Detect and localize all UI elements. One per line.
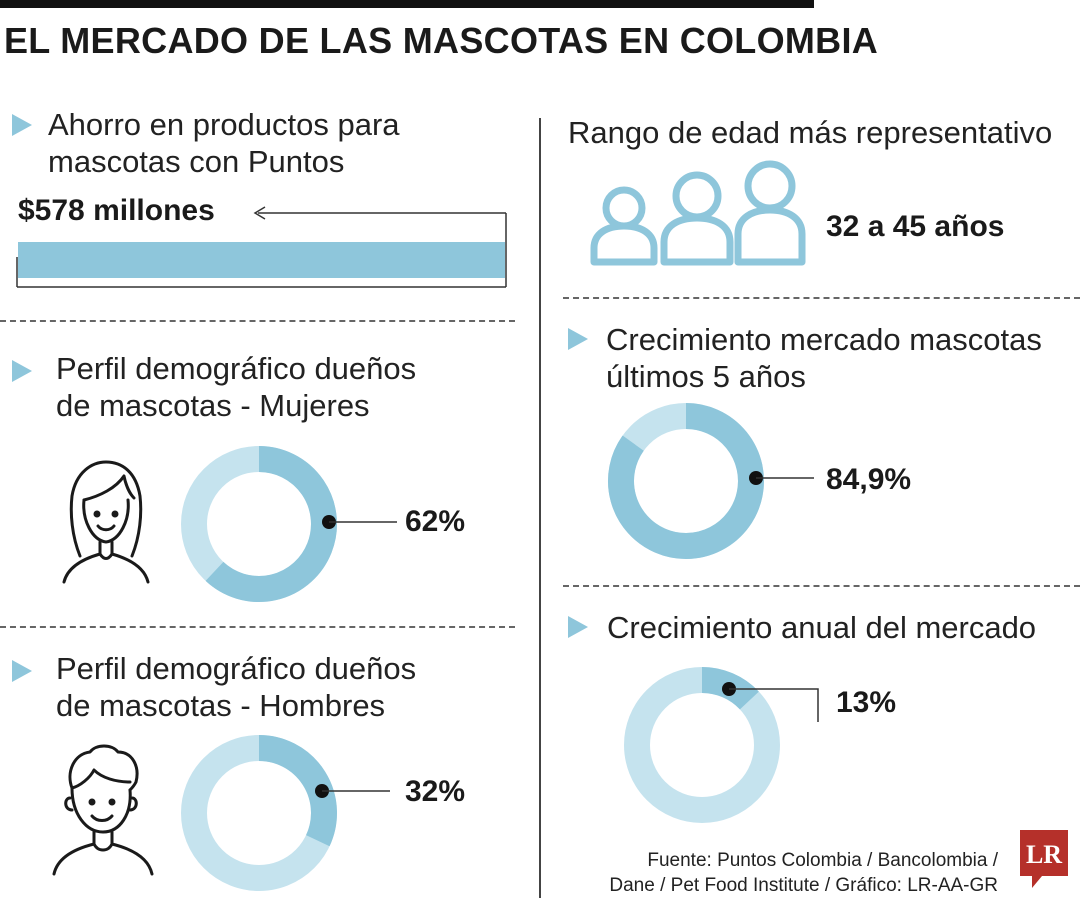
mujeres-value-label: 62% [405,505,466,538]
ahorro-bar-frame [16,213,507,288]
mujeres-heading: Perfil demográfico dueños de mascotas - … [56,351,417,423]
triangle-bullet-icon [12,660,32,682]
crecimiento-anual-leader-line [729,688,819,722]
column-divider [539,118,541,898]
crecimiento5-heading: Crecimiento mercado mascotas últimos 5 a… [606,322,1042,394]
lr-logo-text: LR [1026,840,1062,869]
triangle-bullet-icon [568,616,588,638]
hombres-heading: Perfil demográfico dueños de mascotas - … [56,651,417,723]
page-title: EL MERCADO DE LAS MASCOTAS EN COLOMBIA [4,20,879,61]
triangle-bullet-icon [568,328,588,350]
top-rule [0,0,814,8]
edad-value-label: 32 a 45 años [826,210,1005,243]
ahorro-value-label: $578 millones [18,194,215,227]
source-note: Fuente: Puntos Colombia / Bancolombia / … [609,850,998,896]
crecimiento-anual-heading: Crecimiento anual del mercado [607,610,1037,645]
triangle-bullet-icon [12,360,32,382]
divider-right-1 [563,297,1080,299]
man-icon [52,744,154,876]
lr-logo-icon: LR [1020,830,1068,888]
triangle-bullet-icon [12,114,32,136]
divider-left-1 [0,320,515,322]
divider-left-2 [0,626,515,628]
divider-right-2 [563,585,1080,587]
ahorro-heading: Ahorro en productos para mascotas con Pu… [48,107,400,179]
hombres-value-label: 32% [405,775,466,808]
woman-icon [62,460,150,584]
arrow-left-icon [253,206,266,220]
mujeres-donut-slice [205,446,337,602]
edad-heading: Rango de edad más representativo [568,115,1053,150]
people-icon [590,160,806,266]
ahorro-bar [18,242,505,278]
crecimiento-anual-value-label: 13% [836,686,897,719]
crecimiento5-value-label: 84,9% [826,463,912,496]
crecimiento5-donut-slice [608,403,764,559]
hombres-donut-slice [258,735,337,847]
